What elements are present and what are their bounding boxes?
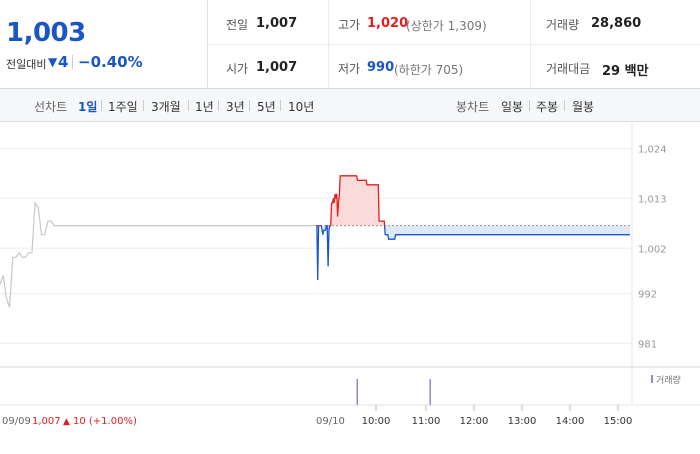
- y-tick-label: 981: [638, 339, 657, 350]
- volume-bar: [356, 379, 358, 405]
- high-label: 고가: [338, 18, 361, 32]
- up-triangle-icon: ▲: [63, 417, 70, 427]
- y-tick-label: 992: [638, 290, 657, 301]
- prev-day-close: 1,007: [32, 416, 61, 427]
- x-tick-label: 14:00: [556, 416, 585, 427]
- volume-legend-label: 거래량: [656, 374, 681, 386]
- current-price: 1,003: [6, 18, 86, 48]
- chart-period-toolbar: 선차트 1일 1주일 3개월 1년 3년 5년 10년 봉차트 일봉 주봉 월봉: [0, 88, 700, 122]
- divider: [208, 44, 700, 45]
- period-1w[interactable]: 1주일: [108, 100, 138, 114]
- period-3y[interactable]: 3년: [226, 100, 245, 114]
- x-label-today: 09/10: [316, 416, 345, 427]
- upper-limit: (상한가 1,309): [406, 19, 487, 33]
- quote-header: 1,003 전일대비 ▼ 4 −0.40% 전일 1,007 시가 1,007 …: [0, 0, 700, 88]
- x-tick-label: 10:00: [362, 416, 391, 427]
- x-tick-label: 12:00: [460, 416, 489, 427]
- open-label: 시가: [226, 62, 249, 76]
- price-summary: 1,003 전일대비 ▼ 4 −0.40%: [0, 0, 208, 88]
- x-tick-label: 13:00: [508, 416, 537, 427]
- prev-close-label: 전일: [226, 18, 249, 32]
- period-1d[interactable]: 1일: [78, 100, 98, 114]
- price-chart-svg: 1,024 1,013 1,002 992 981 거래량 09/09 1,007 ▲ 10 (+…: [0, 121, 700, 427]
- down-area: [316, 225, 630, 280]
- divider: [101, 100, 102, 111]
- candle-chart-label: 봉차트: [456, 100, 490, 114]
- today-up-line: [316, 175, 386, 226]
- amount-label: 거래대금: [546, 62, 591, 76]
- candle-monthly[interactable]: 월봉: [572, 100, 595, 114]
- amount-value: 29 백만: [602, 64, 649, 79]
- period-5y[interactable]: 5년: [257, 100, 276, 114]
- lower-limit: (하한가 705): [394, 63, 464, 77]
- volume-label: 거래량: [546, 18, 580, 32]
- divider: [188, 100, 189, 111]
- period-10y[interactable]: 10년: [288, 100, 315, 114]
- candle-weekly[interactable]: 주봉: [536, 100, 559, 114]
- low-value: 990: [367, 60, 395, 75]
- x-tick-label: 11:00: [412, 416, 441, 427]
- divider: [143, 100, 144, 111]
- prev-day-change: 10 (+1.00%): [73, 416, 137, 427]
- change-label: 전일대비: [6, 58, 47, 71]
- y-tick-label: 1,002: [638, 244, 667, 255]
- period-1y[interactable]: 1년: [195, 100, 214, 114]
- prev-close-value: 1,007: [256, 16, 298, 31]
- open-value: 1,007: [256, 60, 298, 75]
- period-3m[interactable]: 3개월: [151, 100, 181, 114]
- divider: [218, 100, 219, 111]
- change-amount: 4: [58, 53, 69, 71]
- x-tick-label: 15:00: [604, 416, 633, 427]
- candle-daily[interactable]: 일봉: [501, 100, 524, 114]
- today-down-line: [316, 225, 630, 281]
- intraday-chart: 1,024 1,013 1,002 992 981 거래량 09/09 1,007 ▲ 10 (+…: [0, 121, 700, 450]
- volume-value: 28,860: [591, 16, 642, 31]
- divider: [72, 55, 73, 69]
- y-tick-label: 1,024: [638, 145, 667, 156]
- divider: [280, 100, 281, 111]
- volume-bar: [429, 379, 431, 405]
- low-label: 저가: [338, 62, 361, 76]
- divider: [529, 100, 530, 111]
- divider: [249, 100, 250, 111]
- x-label-prev-day: 09/09: [2, 416, 31, 427]
- down-triangle-icon: ▼: [48, 55, 58, 69]
- up-area: [316, 175, 630, 226]
- volume-legend-marker: [651, 375, 653, 383]
- divider: [564, 100, 565, 111]
- change-rate: −0.40%: [78, 53, 143, 71]
- line-chart-label: 선차트: [34, 100, 68, 114]
- high-value: 1,020: [367, 16, 409, 31]
- prev-day-line: [0, 201, 316, 308]
- y-tick-label: 1,013: [638, 194, 667, 205]
